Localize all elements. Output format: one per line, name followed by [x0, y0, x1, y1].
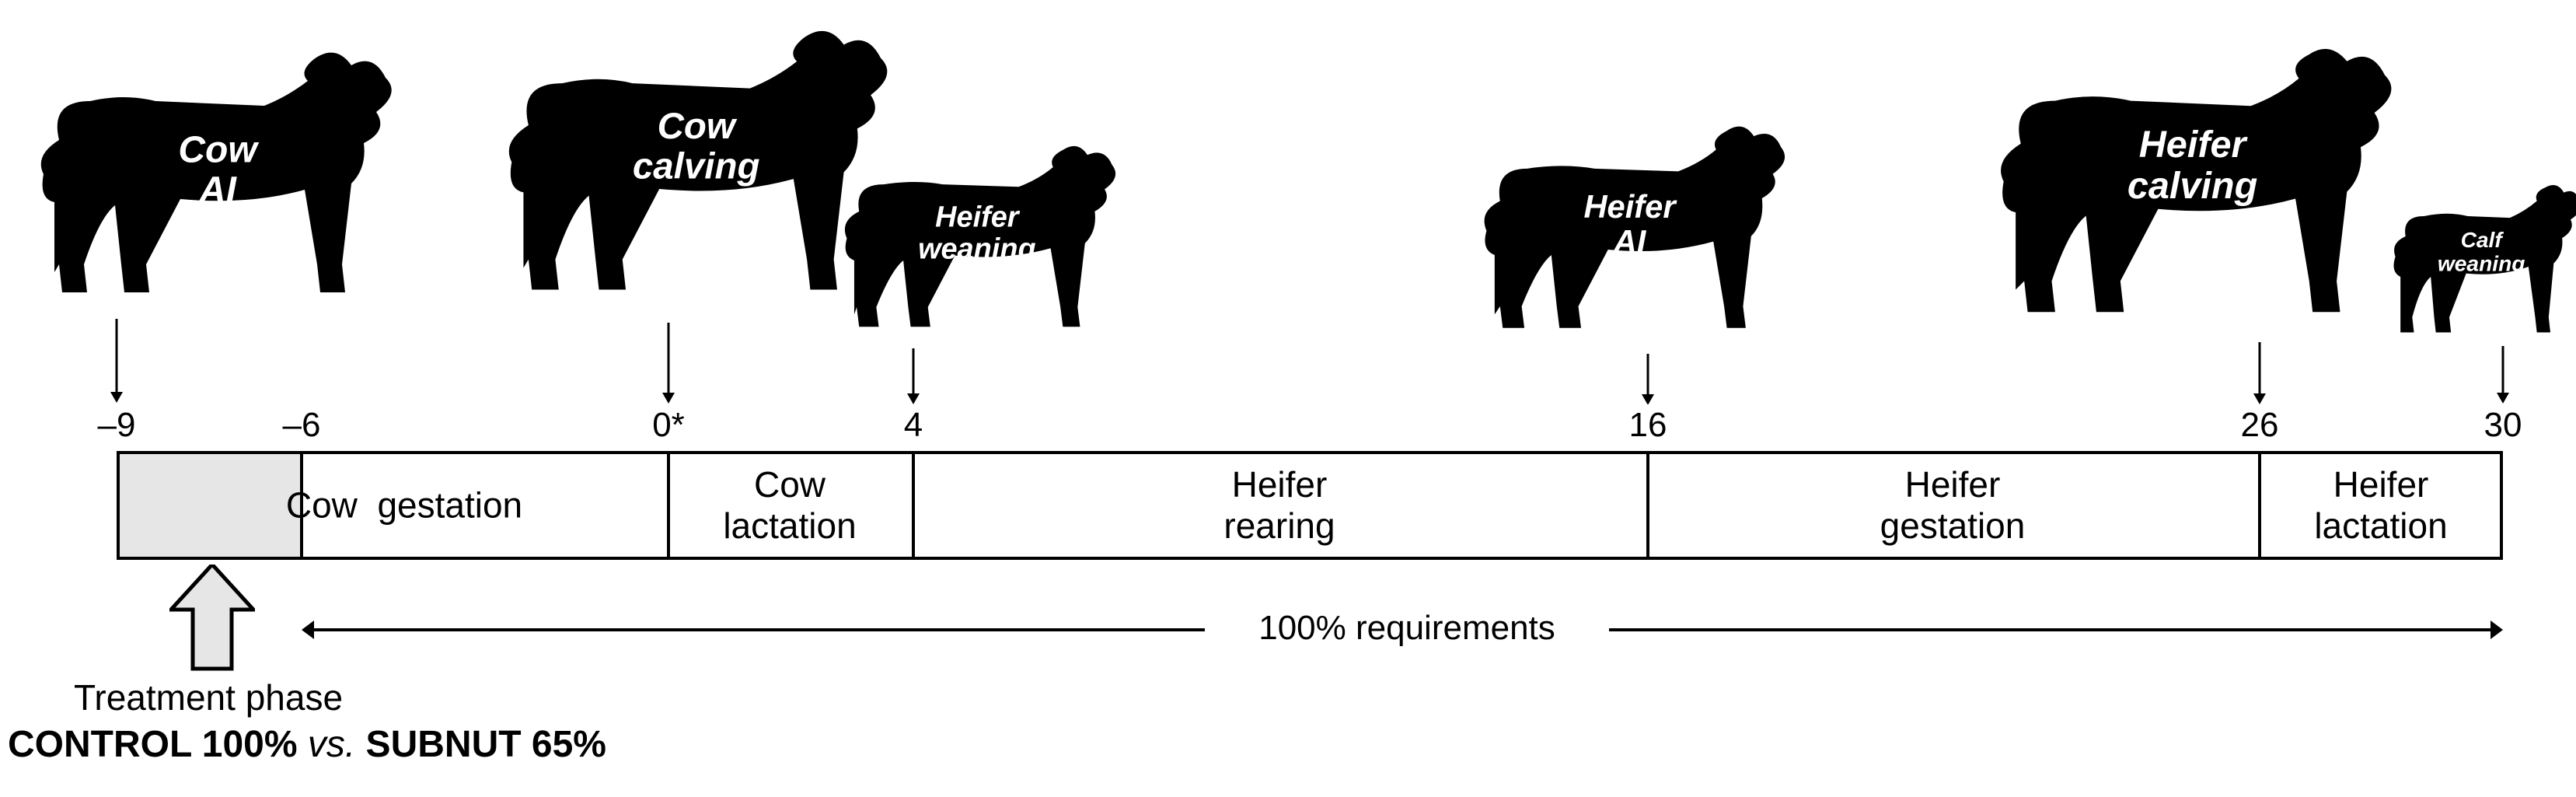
tick-label--9: –9 [98, 406, 136, 445]
segment-label-cow-gestation: Cow gestation [286, 485, 522, 526]
timeline-bar-treatment-segment [117, 451, 303, 560]
cow-ai-label-1: Cow [178, 130, 259, 171]
cow-calving-label-2: calving [633, 146, 760, 187]
segment-label-cow-lactation: Cowlactation [723, 464, 856, 547]
heifer-calving-label-2: calving [2127, 165, 2257, 207]
tick-label--6: –6 [283, 406, 321, 445]
tick-label-16: 16 [1629, 406, 1667, 445]
bar-divider-26 [2258, 451, 2261, 560]
heifer-ai-label-2: AI [1613, 223, 1647, 260]
tick-label-0: 0* [652, 406, 685, 445]
heifer-calving-label-1: Heifer [2139, 124, 2249, 166]
tick-label-26: 26 [2241, 406, 2279, 445]
heifer-ai-silhouette: Heifer AI [1469, 101, 1796, 358]
cow-ai-label-2: AI [198, 170, 238, 211]
cow-ai-drop-arrow [109, 319, 124, 404]
bar-divider-16 [1646, 451, 1649, 560]
calf-weaning-silhouette: Calf weaning [2379, 163, 2576, 350]
control-suffix: SUBNUT 65% [355, 724, 606, 765]
heifer-calving-drop-arrow [2252, 342, 2267, 404]
segment-label-heifer-rearing: Heiferrearing [1223, 464, 1335, 547]
bar-divider-0 [667, 451, 670, 560]
treatment-phase-label: Treatment phase [74, 676, 343, 718]
segment-label-heifer-lactation: Heiferlactation [2314, 464, 2447, 547]
cow-calving-label-1: Cow [658, 106, 738, 147]
control-vs: vs. [308, 724, 355, 765]
diagram-stage: Cow gestation Cowlactation Heiferrearing… [0, 0, 2576, 797]
calf-weaning-drop-arrow [2495, 346, 2511, 404]
control-subnut-label: CONTROL 100% vs. SUBNUT 65% [8, 723, 606, 766]
calf-weaning-label-1: Calf [2461, 228, 2504, 252]
cow-calving-drop-arrow [661, 323, 676, 404]
tick-label-4: 4 [904, 406, 923, 445]
heifer-weaning-drop-arrow [906, 348, 921, 404]
treatment-phase-up-arrow-icon [169, 565, 255, 673]
heifer-ai-label-1: Heifer [1583, 188, 1677, 225]
calf-weaning-label-2: weaning [2438, 251, 2525, 275]
heifer-weaning-silhouette: Heifer weaning [832, 121, 1127, 354]
segment-label-heifer-gestation: Heifergestation [1880, 464, 2026, 547]
heifer-ai-drop-arrow [1640, 354, 1656, 404]
heifer-weaning-label-1: Heifer [935, 201, 1021, 233]
control-prefix: CONTROL 100% [8, 724, 308, 765]
bar-divider-4 [912, 451, 915, 560]
requirements-label: 100% requirements [1258, 609, 1555, 648]
tick-label-30: 30 [2484, 406, 2522, 445]
cow-ai-silhouette: Cow AI [31, 31, 404, 327]
heifer-calving-silhouette: Heifer calving [1990, 23, 2402, 350]
heifer-weaning-label-2: weaning [918, 232, 1036, 265]
